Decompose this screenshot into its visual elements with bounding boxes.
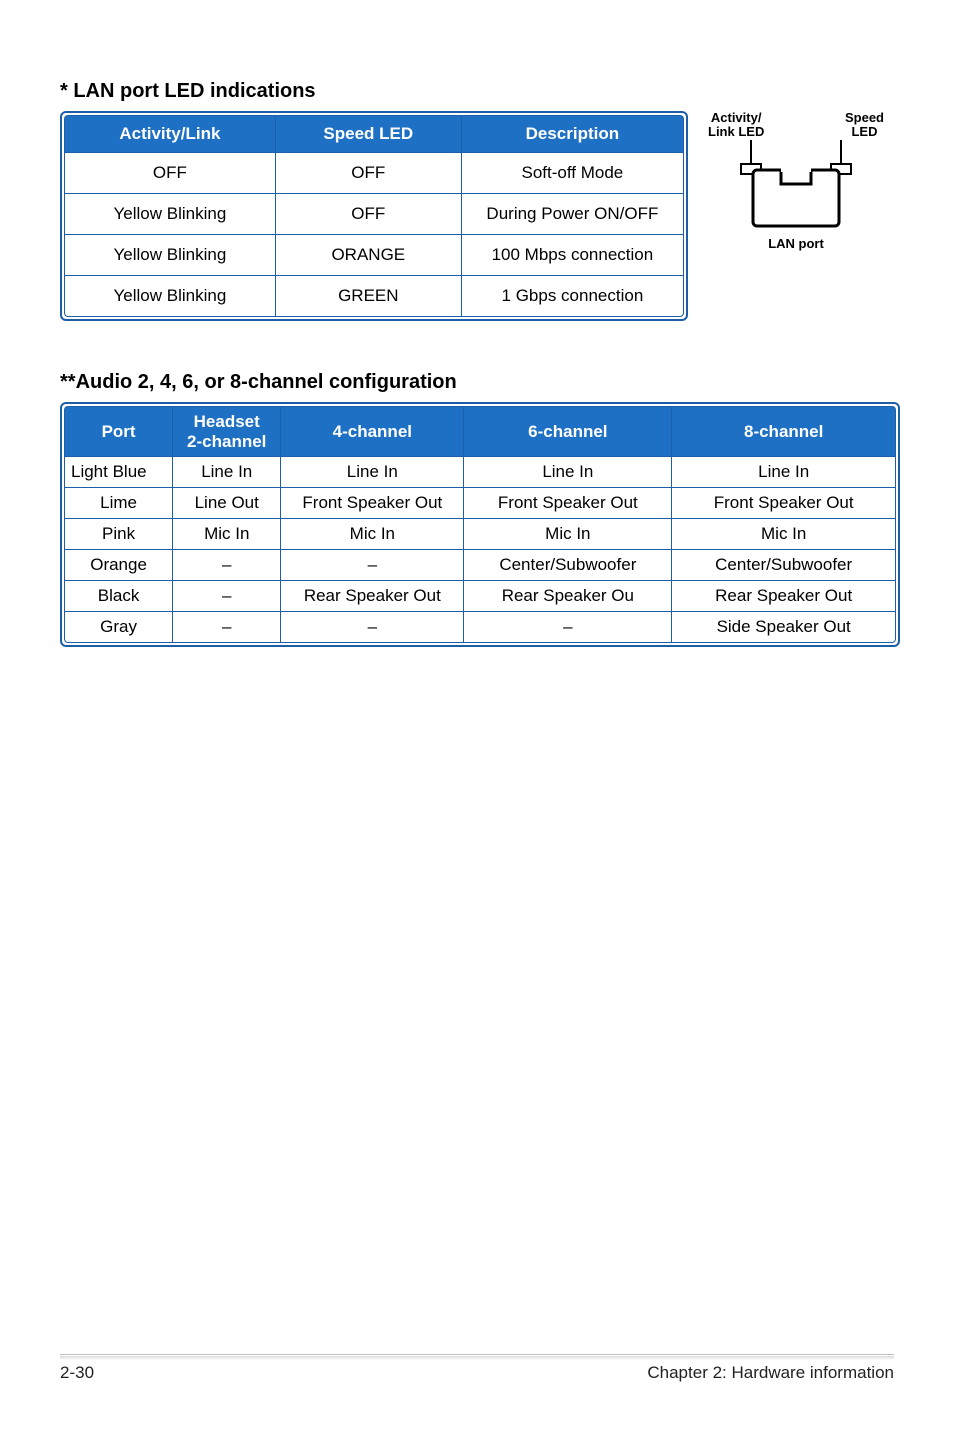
table-row: OFF OFF Soft-off Mode (64, 152, 684, 193)
cell: Line In (280, 456, 463, 487)
cell: 1 Gbps connection (461, 275, 684, 317)
cell: – (280, 549, 463, 580)
cell: Front Speaker Out (671, 487, 896, 518)
cell: – (172, 611, 280, 643)
cell: Black (64, 580, 172, 611)
label-speed-led: Speed LED (845, 111, 884, 140)
cell: OFF (275, 193, 461, 234)
cell: Center/Subwoofer (463, 549, 671, 580)
table-row: Yellow Blinking OFF During Power ON/OFF (64, 193, 684, 234)
lan-table-frame: Activity/Link Speed LED Description OFF … (60, 111, 688, 321)
cell: Lime (64, 487, 172, 518)
cell: Rear Speaker Out (671, 580, 896, 611)
table-row: Yellow Blinking GREEN 1 Gbps connection (64, 275, 684, 317)
lan-section: Activity/Link Speed LED Description OFF … (60, 111, 894, 321)
label-activity-link: Activity/ Link LED (708, 111, 764, 140)
table-row: Lime Line Out Front Speaker Out Front Sp… (64, 487, 896, 518)
audio-table: Port Headset 2-channel 4-channel 6-chann… (64, 406, 896, 643)
cell: Gray (64, 611, 172, 643)
table-row: Black – Rear Speaker Out Rear Speaker Ou… (64, 580, 896, 611)
cell: Side Speaker Out (671, 611, 896, 643)
lan-port-graphic: Activity/ Link LED Speed LED (706, 111, 886, 251)
cell: – (172, 549, 280, 580)
col-6ch: 6-channel (463, 406, 671, 456)
cell: During Power ON/OFF (461, 193, 684, 234)
cell: Front Speaker Out (280, 487, 463, 518)
cell: Line In (172, 456, 280, 487)
audio-title: **Audio 2, 4, 6, or 8-channel configurat… (60, 371, 894, 394)
col-description: Description (461, 115, 684, 152)
cell: – (172, 580, 280, 611)
table-row: Pink Mic In Mic In Mic In Mic In (64, 518, 896, 549)
label-lan-port: LAN port (706, 236, 886, 251)
cell: Orange (64, 549, 172, 580)
cell: Rear Speaker Ou (463, 580, 671, 611)
cell: Soft-off Mode (461, 152, 684, 193)
cell: Yellow Blinking (64, 193, 275, 234)
cell: Line In (671, 456, 896, 487)
cell: Front Speaker Out (463, 487, 671, 518)
cell: ORANGE (275, 234, 461, 275)
lan-title: * LAN port LED indications (60, 80, 894, 103)
footer-shade (60, 1356, 894, 1360)
cell: Mic In (671, 518, 896, 549)
table-row: Gray – – – Side Speaker Out (64, 611, 896, 643)
cell: Light Blue (64, 456, 172, 487)
table-row: Light Blue Line In Line In Line In Line … (64, 456, 896, 487)
footer-page-number: 2-30 (60, 1363, 94, 1383)
cell: 100 Mbps connection (461, 234, 684, 275)
cell: GREEN (275, 275, 461, 317)
cell: OFF (64, 152, 275, 193)
cell: Line In (463, 456, 671, 487)
cell: OFF (275, 152, 461, 193)
col-4ch: 4-channel (280, 406, 463, 456)
col-activity-link: Activity/Link (64, 115, 275, 152)
cell: Line Out (172, 487, 280, 518)
col-headset-2ch: Headset 2-channel (172, 406, 280, 456)
cell: Mic In (172, 518, 280, 549)
cell: Yellow Blinking (64, 234, 275, 275)
table-row: Orange – – Center/Subwoofer Center/Subwo… (64, 549, 896, 580)
table-row: Yellow Blinking ORANGE 100 Mbps connecti… (64, 234, 684, 275)
page-footer: 2-30 Chapter 2: Hardware information (60, 1354, 894, 1383)
table-header-row: Port Headset 2-channel 4-channel 6-chann… (64, 406, 896, 456)
lan-table: Activity/Link Speed LED Description OFF … (64, 115, 684, 317)
cell: Yellow Blinking (64, 275, 275, 317)
col-speed-led: Speed LED (275, 115, 461, 152)
cell: – (463, 611, 671, 643)
cell: Center/Subwoofer (671, 549, 896, 580)
cell: Rear Speaker Out (280, 580, 463, 611)
col-8ch: 8-channel (671, 406, 896, 456)
audio-table-frame: Port Headset 2-channel 4-channel 6-chann… (60, 402, 900, 647)
cell: Mic In (280, 518, 463, 549)
lan-port-icon (721, 140, 871, 232)
cell: – (280, 611, 463, 643)
table-header-row: Activity/Link Speed LED Description (64, 115, 684, 152)
footer-chapter: Chapter 2: Hardware information (647, 1363, 894, 1383)
cell: Mic In (463, 518, 671, 549)
cell: Pink (64, 518, 172, 549)
col-port: Port (64, 406, 172, 456)
